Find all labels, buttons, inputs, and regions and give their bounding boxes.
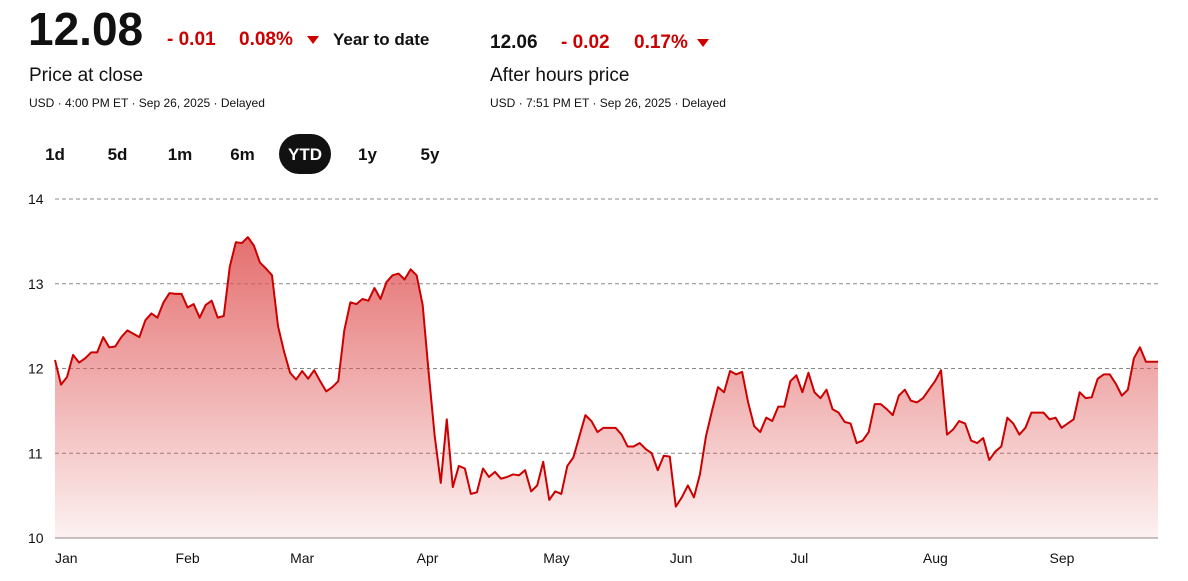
y-tick-label: 12	[28, 361, 44, 377]
range-button[interactable]: YTD	[288, 145, 322, 164]
after-change-pct: 0.17%	[634, 32, 688, 53]
y-tick-label: 10	[28, 530, 44, 546]
price-label: Price at close	[29, 65, 143, 86]
after-change: - 0.02	[561, 32, 610, 53]
price-line	[54, 236, 1158, 508]
price-note: USD · 4:00 PM ET · Sep 26, 2025 · Delaye…	[29, 96, 265, 110]
y-tick-label: 14	[28, 191, 44, 207]
x-tick-label: Feb	[176, 550, 200, 566]
after-note: USD · 7:51 PM ET · Sep 26, 2025 · Delaye…	[490, 96, 726, 110]
y-tick-label: 11	[28, 445, 43, 461]
x-tick-label: May	[543, 550, 569, 566]
range-button[interactable]: 1d	[45, 145, 65, 164]
area	[55, 237, 1158, 538]
change-pct: 0.08%	[239, 29, 293, 50]
range-button[interactable]: 5d	[108, 145, 128, 164]
down-arrow	[307, 36, 319, 44]
after-price: 12.06	[490, 32, 538, 53]
range-button-bg[interactable]	[279, 134, 331, 174]
x-tick-label: Apr	[417, 550, 439, 566]
x-tick-label: Jul	[790, 550, 808, 566]
range-button[interactable]: 6m	[230, 145, 255, 164]
x-tick-label: Jan	[55, 550, 78, 566]
range-button[interactable]: 5y	[421, 145, 440, 164]
period: Year to date	[333, 30, 429, 49]
range-button[interactable]: 1m	[168, 145, 193, 164]
x-tick-label: Sep	[1050, 550, 1075, 566]
change: - 0.01	[167, 29, 216, 50]
x-tick-label: Mar	[290, 550, 314, 566]
x-tick-label: Jun	[670, 550, 693, 566]
down-arrow	[697, 39, 709, 47]
x-tick-label: Aug	[923, 550, 948, 566]
range-button[interactable]: 1y	[358, 145, 377, 164]
after-label: After hours price	[490, 65, 629, 86]
price: 12.08	[28, 3, 143, 55]
y-tick-label: 13	[28, 276, 44, 292]
